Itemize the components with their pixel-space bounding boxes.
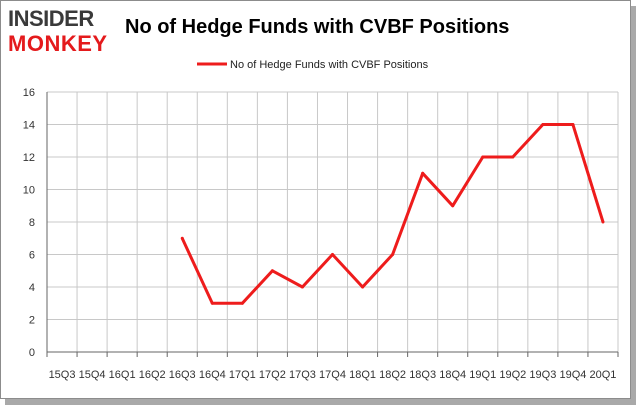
x-tick-label-16Q4: 16Q4 [199,369,226,381]
data-point-19Q2 [511,155,515,159]
y-tick-label-4: 4 [29,282,35,294]
x-tick-label-18Q3: 18Q3 [409,369,436,381]
y-tick-label-12: 12 [23,152,35,164]
data-point-16Q3 [180,236,184,240]
y-tick-label-0: 0 [29,347,35,359]
axes [46,92,619,357]
x-tick-label-18Q1: 18Q1 [349,369,376,381]
y-tick-label-10: 10 [23,185,35,197]
gridlines [46,91,619,352]
data-point-16Q4 [210,301,214,305]
x-tick-label-17Q2: 17Q2 [259,369,286,381]
x-tick-label-19Q2: 19Q2 [499,369,526,381]
data-point-17Q3 [300,285,304,289]
data-point-18Q2 [391,253,395,256]
x-tick-label-20Q1: 20Q1 [590,369,617,381]
x-tick-label-15Q4: 15Q4 [79,369,106,381]
logo-word-monkey: MONKEY [8,31,108,56]
x-tick-label-19Q3: 19Q3 [529,369,556,381]
legend: No of Hedge Funds with CVBF Positions [197,59,429,71]
data-point-17Q1 [240,301,244,305]
x-tick-label-19Q1: 19Q1 [469,369,496,381]
x-tick-label-16Q3: 16Q3 [169,369,196,381]
y-tick-label-16: 16 [23,87,35,99]
data-point-18Q4 [451,204,455,208]
y-tick-labels: 0 2 4 6 8 10 12 14 16 [23,87,35,359]
series-line-0 [180,123,605,305]
data-point-17Q4 [331,253,334,256]
x-tick-label-15Q3: 15Q3 [49,369,76,381]
data-point-17Q2 [270,269,274,273]
legend-label: No of Hedge Funds with CVBF Positions [230,59,429,71]
data-point-18Q1 [361,285,365,289]
chart-title: No of Hedge Funds with CVBF Positions [125,16,510,38]
x-tick-label-19Q4: 19Q4 [559,369,586,381]
data-point-19Q4 [571,123,575,126]
data-point-20Q1 [601,220,605,224]
x-tick-label-17Q4: 17Q4 [319,369,346,381]
series-lines [180,123,605,305]
y-tick-label-2: 2 [29,315,35,327]
x-tick-label-16Q2: 16Q2 [139,369,166,381]
chart-frame: INSIDER MONKEY No of Hedge Funds with CV… [0,0,631,399]
y-tick-label-6: 6 [29,250,35,262]
data-point-18Q3 [421,171,425,175]
logo-word-insider: INSIDER [8,6,94,31]
y-tick-label-8: 8 [29,217,35,229]
insider-monkey-logo: INSIDER MONKEY [8,6,108,56]
x-tick-label-17Q1: 17Q1 [229,369,256,381]
y-tick-label-14: 14 [23,120,35,132]
x-tick-label-18Q4: 18Q4 [439,369,466,381]
x-tick-label-17Q3: 17Q3 [289,369,316,381]
data-point-19Q3 [541,123,545,126]
x-tick-labels: 15Q3 15Q4 16Q1 16Q2 16Q3 16Q4 17Q1 17Q2 17Q3 17Q4… [49,369,617,381]
x-tick-label-16Q1: 16Q1 [109,369,136,381]
data-point-19Q1 [481,155,485,159]
x-tick-label-18Q2: 18Q2 [379,369,406,381]
